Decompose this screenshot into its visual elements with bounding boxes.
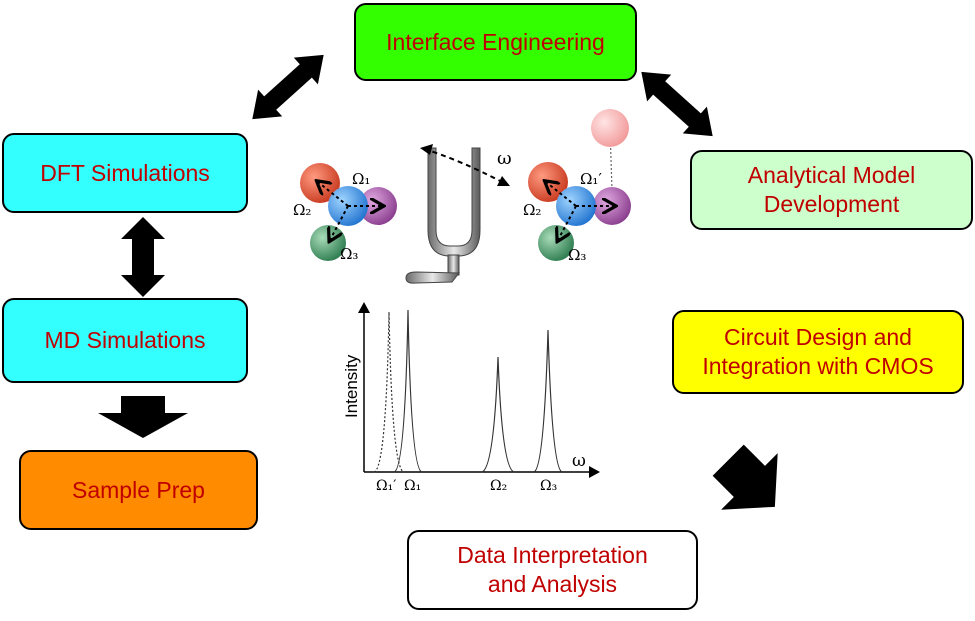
md-simulations-label: MD Simulations [44,327,206,354]
sample-prep-box: Sample Prep [19,450,258,530]
x-axis-label: ω [572,451,586,471]
peak-omega2-label: Ω₂ [490,478,507,494]
sample-prep-label: Sample Prep [72,476,205,503]
interface-engineering-box: Interface Engineering [354,3,637,81]
double-arrow-dft-interface [252,54,324,120]
circuit-design-label-line1: Circuit Design and [724,324,912,351]
double-arrow-dft-md [121,217,165,297]
molecule-left: Ω₁ Ω₂ Ω₃ [293,163,397,263]
data-interpretation-label-line1: Data Interpretation [457,542,648,569]
left-omega2-label: Ω₂ [293,201,311,219]
peak-omega1-prime-label: Ω₁′ [376,478,396,494]
fork-omega-label: ω [497,148,512,169]
circuit-design-box: Circuit Design and Integration with CMOS [672,310,964,394]
right-omega1-label: Ω₁′ [580,170,602,188]
peak-omega3 [533,329,563,473]
analytical-model-label-line1: Analytical Model [747,162,916,189]
dft-simulations-box: DFT Simulations [2,133,248,213]
peak-omega3-label: Ω₃ [540,478,557,494]
dft-simulations-label: DFT Simulations [40,159,210,186]
tuning-fork-icon: ω [405,144,512,284]
data-interpretation-box: Data Interpretation and Analysis [407,530,698,610]
right-omega2-label: Ω₂ [523,201,541,219]
right-omega3-label: Ω₃ [568,246,586,264]
left-omega1-label: Ω₁ [352,170,370,188]
peak-omega2 [481,356,515,473]
circuit-design-label-line2: Integration with CMOS [702,353,934,379]
peak-omega1 [393,309,423,473]
molecule-right: Ω₁′ Ω₂ Ω₃ [523,109,631,264]
peak-omega1-label: Ω₁ [404,478,421,494]
interface-engineering-label: Interface Engineering [386,28,605,55]
md-simulations-box: MD Simulations [2,298,248,383]
analytical-model-label-line2: Development [763,191,900,217]
atom-pink-icon [591,109,629,147]
analytical-model-box: Analytical Model Development [690,150,973,230]
peak-omega1-prime [373,311,405,473]
arrow-md-to-sample [98,396,188,438]
left-omega3-label: Ω₃ [340,245,358,263]
y-axis-label: Intensity [342,354,361,418]
spectrum-plot: Intensity ω Ω₁′ Ω₁ Ω₂ Ω₃ [342,302,600,494]
data-interpretation-label-line2: and Analysis [487,571,618,597]
double-arrow-interface-analytical [641,71,713,137]
arrow-circuit-to-data [712,444,778,510]
